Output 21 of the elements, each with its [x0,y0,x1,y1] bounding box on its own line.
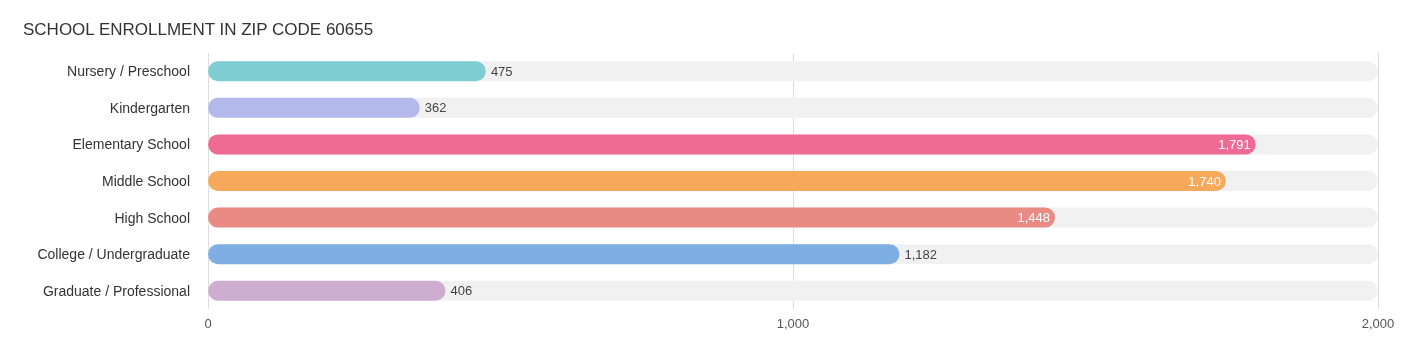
y-tick-label: High School [114,209,190,226]
data-label: 406 [450,283,473,299]
bar [208,280,446,301]
data-label: 1,740 [1188,173,1221,189]
y-tick-label: Kindergarten [109,99,190,116]
data-label: 1,448 [1017,210,1051,226]
y-tick-label: Nursery / Preschool [67,63,190,80]
data-label: 1,182 [904,246,938,262]
y-tick-label: Graduate / Professional [42,282,190,299]
bar [208,61,486,82]
data-label: 362 [424,100,447,116]
data-label: 1,791 [1218,136,1251,152]
y-tick-label: College / Undergraduate [37,246,191,263]
chart-title: SCHOOL ENROLLMENT IN ZIP CODE 60655 [23,20,374,39]
y-tick-label: Middle School [102,173,190,189]
x-tick-label: 1,000 [776,316,810,331]
x-tick-label: 2,000 [1361,316,1395,331]
x-tick-label: 0 [204,316,212,331]
data-label: 475 [490,63,513,79]
bar [208,97,420,118]
y-tick-label: Elementary School [72,136,190,153]
